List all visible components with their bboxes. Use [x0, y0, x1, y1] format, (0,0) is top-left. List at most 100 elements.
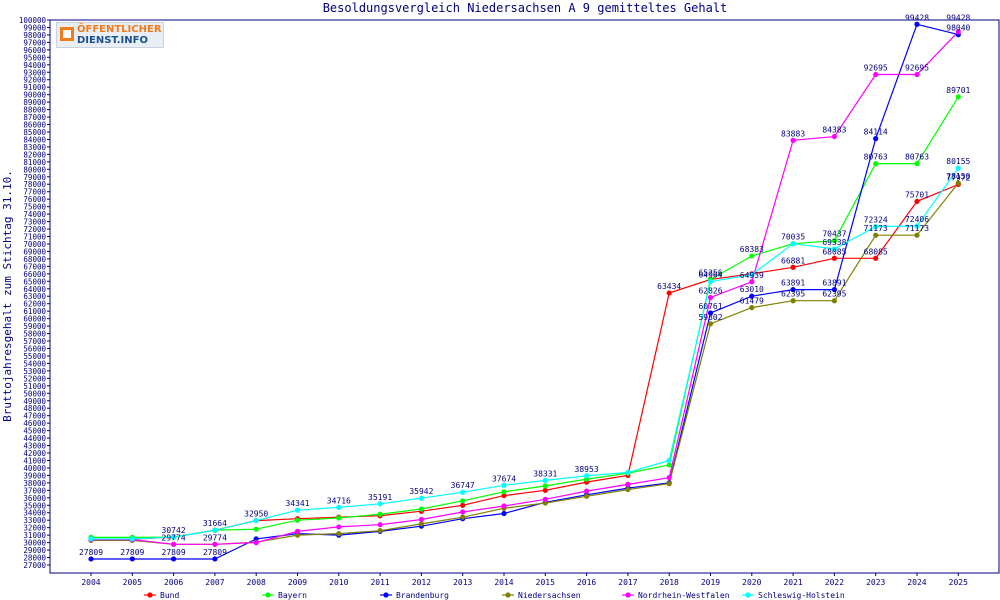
data-point	[129, 536, 135, 542]
x-tick-label: 2009	[288, 578, 307, 587]
data-point	[336, 515, 342, 521]
legend-label: Bund	[160, 591, 179, 600]
y-tick-label: 46000	[23, 419, 46, 428]
y-tick-label: 82000	[23, 150, 46, 159]
data-label: 63891	[822, 279, 846, 288]
legend: Bund Bayern Brandenburg Niedersachsen Nordrh…	[144, 591, 845, 600]
y-tick-label: 68000	[23, 255, 46, 264]
data-point	[418, 516, 424, 523]
y-tick-label: 32000	[23, 524, 46, 533]
data-label: 63434	[657, 282, 681, 291]
data-point	[584, 488, 590, 494]
data-point	[542, 487, 548, 493]
data-point	[831, 286, 838, 293]
y-tick-label: 81000	[23, 158, 46, 167]
y-tick-label: 63000	[23, 292, 46, 301]
y-tick-label: 77000	[23, 188, 46, 197]
data-point	[955, 94, 961, 100]
data-labels: 27809 27809 27809 2780930742297743166429774…	[79, 13, 971, 557]
data-point	[377, 528, 383, 534]
y-tick-label: 33000	[23, 516, 46, 525]
data-label: 34716	[327, 496, 351, 505]
data-point	[584, 493, 590, 499]
legend-item: Bayern	[262, 591, 307, 600]
y-tick-label: 27000	[23, 561, 46, 570]
data-point	[501, 489, 507, 495]
legend-swatch-point	[383, 592, 389, 598]
data-point	[666, 475, 672, 481]
legend-label: Bayern	[278, 591, 307, 600]
y-tick-label: 38000	[23, 479, 46, 488]
data-point	[171, 541, 177, 547]
data-label: 68085	[864, 247, 888, 256]
y-tick-label: 87000	[23, 113, 46, 122]
data-label: 89701	[946, 86, 970, 95]
data-point	[418, 495, 424, 501]
data-point	[336, 504, 342, 510]
data-label: 27809	[120, 548, 144, 557]
data-label: 31664	[203, 519, 227, 528]
data-label: 65256	[698, 268, 722, 277]
data-point	[666, 462, 672, 468]
data-point	[625, 486, 631, 493]
data-point	[212, 556, 218, 562]
data-point	[542, 483, 548, 489]
series-line-5	[91, 167, 959, 540]
data-label: 36747	[451, 481, 475, 490]
data-label: 29774	[203, 533, 227, 542]
legend-swatch-point	[625, 592, 631, 598]
y-tick-label: 48000	[23, 404, 46, 413]
x-tick-label: 2019	[701, 578, 720, 587]
data-point	[377, 522, 383, 528]
data-point	[749, 293, 755, 299]
y-tick-label: 85000	[23, 128, 46, 137]
legend-label: Nordrhein-Westfalen	[638, 591, 730, 600]
data-label: 62826	[698, 287, 722, 296]
data-point	[955, 180, 961, 186]
data-point	[542, 496, 548, 502]
data-label: 84383	[822, 126, 846, 135]
y-tick-label: 91000	[23, 83, 46, 92]
x-tick-label: 2013	[453, 578, 472, 587]
x-tick-label: 2015	[536, 578, 555, 587]
data-label: 92695	[864, 64, 888, 73]
data-label: 34341	[285, 499, 309, 508]
data-point	[914, 232, 920, 238]
data-point	[831, 255, 838, 261]
data-point	[790, 241, 796, 247]
data-point	[749, 279, 755, 285]
data-label: 64964	[698, 271, 722, 280]
data-point	[253, 540, 259, 546]
data-label: 75701	[905, 190, 929, 199]
y-tick-label: 80000	[23, 165, 46, 174]
data-point	[460, 498, 466, 504]
y-tick-label: 57000	[23, 337, 46, 346]
y-tick-label: 89000	[23, 98, 46, 107]
y-tick-label: 56000	[23, 344, 46, 353]
data-point	[253, 526, 259, 532]
data-label: 60761	[698, 302, 722, 311]
data-label: 68383	[740, 245, 764, 254]
y-tick-label: 74000	[23, 210, 46, 219]
data-point	[831, 238, 838, 244]
data-label: 59302	[698, 313, 722, 322]
y-tick-label: 92000	[23, 76, 46, 85]
y-tick-label: 98000	[23, 31, 46, 40]
y-tick-label: 67000	[23, 262, 46, 271]
logo-text: ÖFFENTLICHER DIENST.INFO	[77, 24, 162, 46]
site-logo: ÖFFENTLICHER DIENST.INFO	[56, 22, 164, 48]
y-tick-label: 28000	[23, 554, 46, 563]
data-point	[707, 278, 714, 285]
data-point	[749, 271, 755, 278]
data-point	[336, 524, 342, 530]
y-tick-label: 51000	[23, 382, 46, 391]
x-tick-label: 2017	[618, 578, 637, 587]
data-point	[88, 536, 94, 542]
x-tick-label: 2014	[494, 578, 513, 587]
y-tick-label: 83000	[23, 143, 46, 152]
data-point	[294, 532, 301, 538]
data-point	[873, 255, 879, 261]
legend-swatch-point	[265, 592, 271, 598]
y-tick-label: 65000	[23, 277, 46, 286]
data-label: 80155	[946, 157, 970, 166]
